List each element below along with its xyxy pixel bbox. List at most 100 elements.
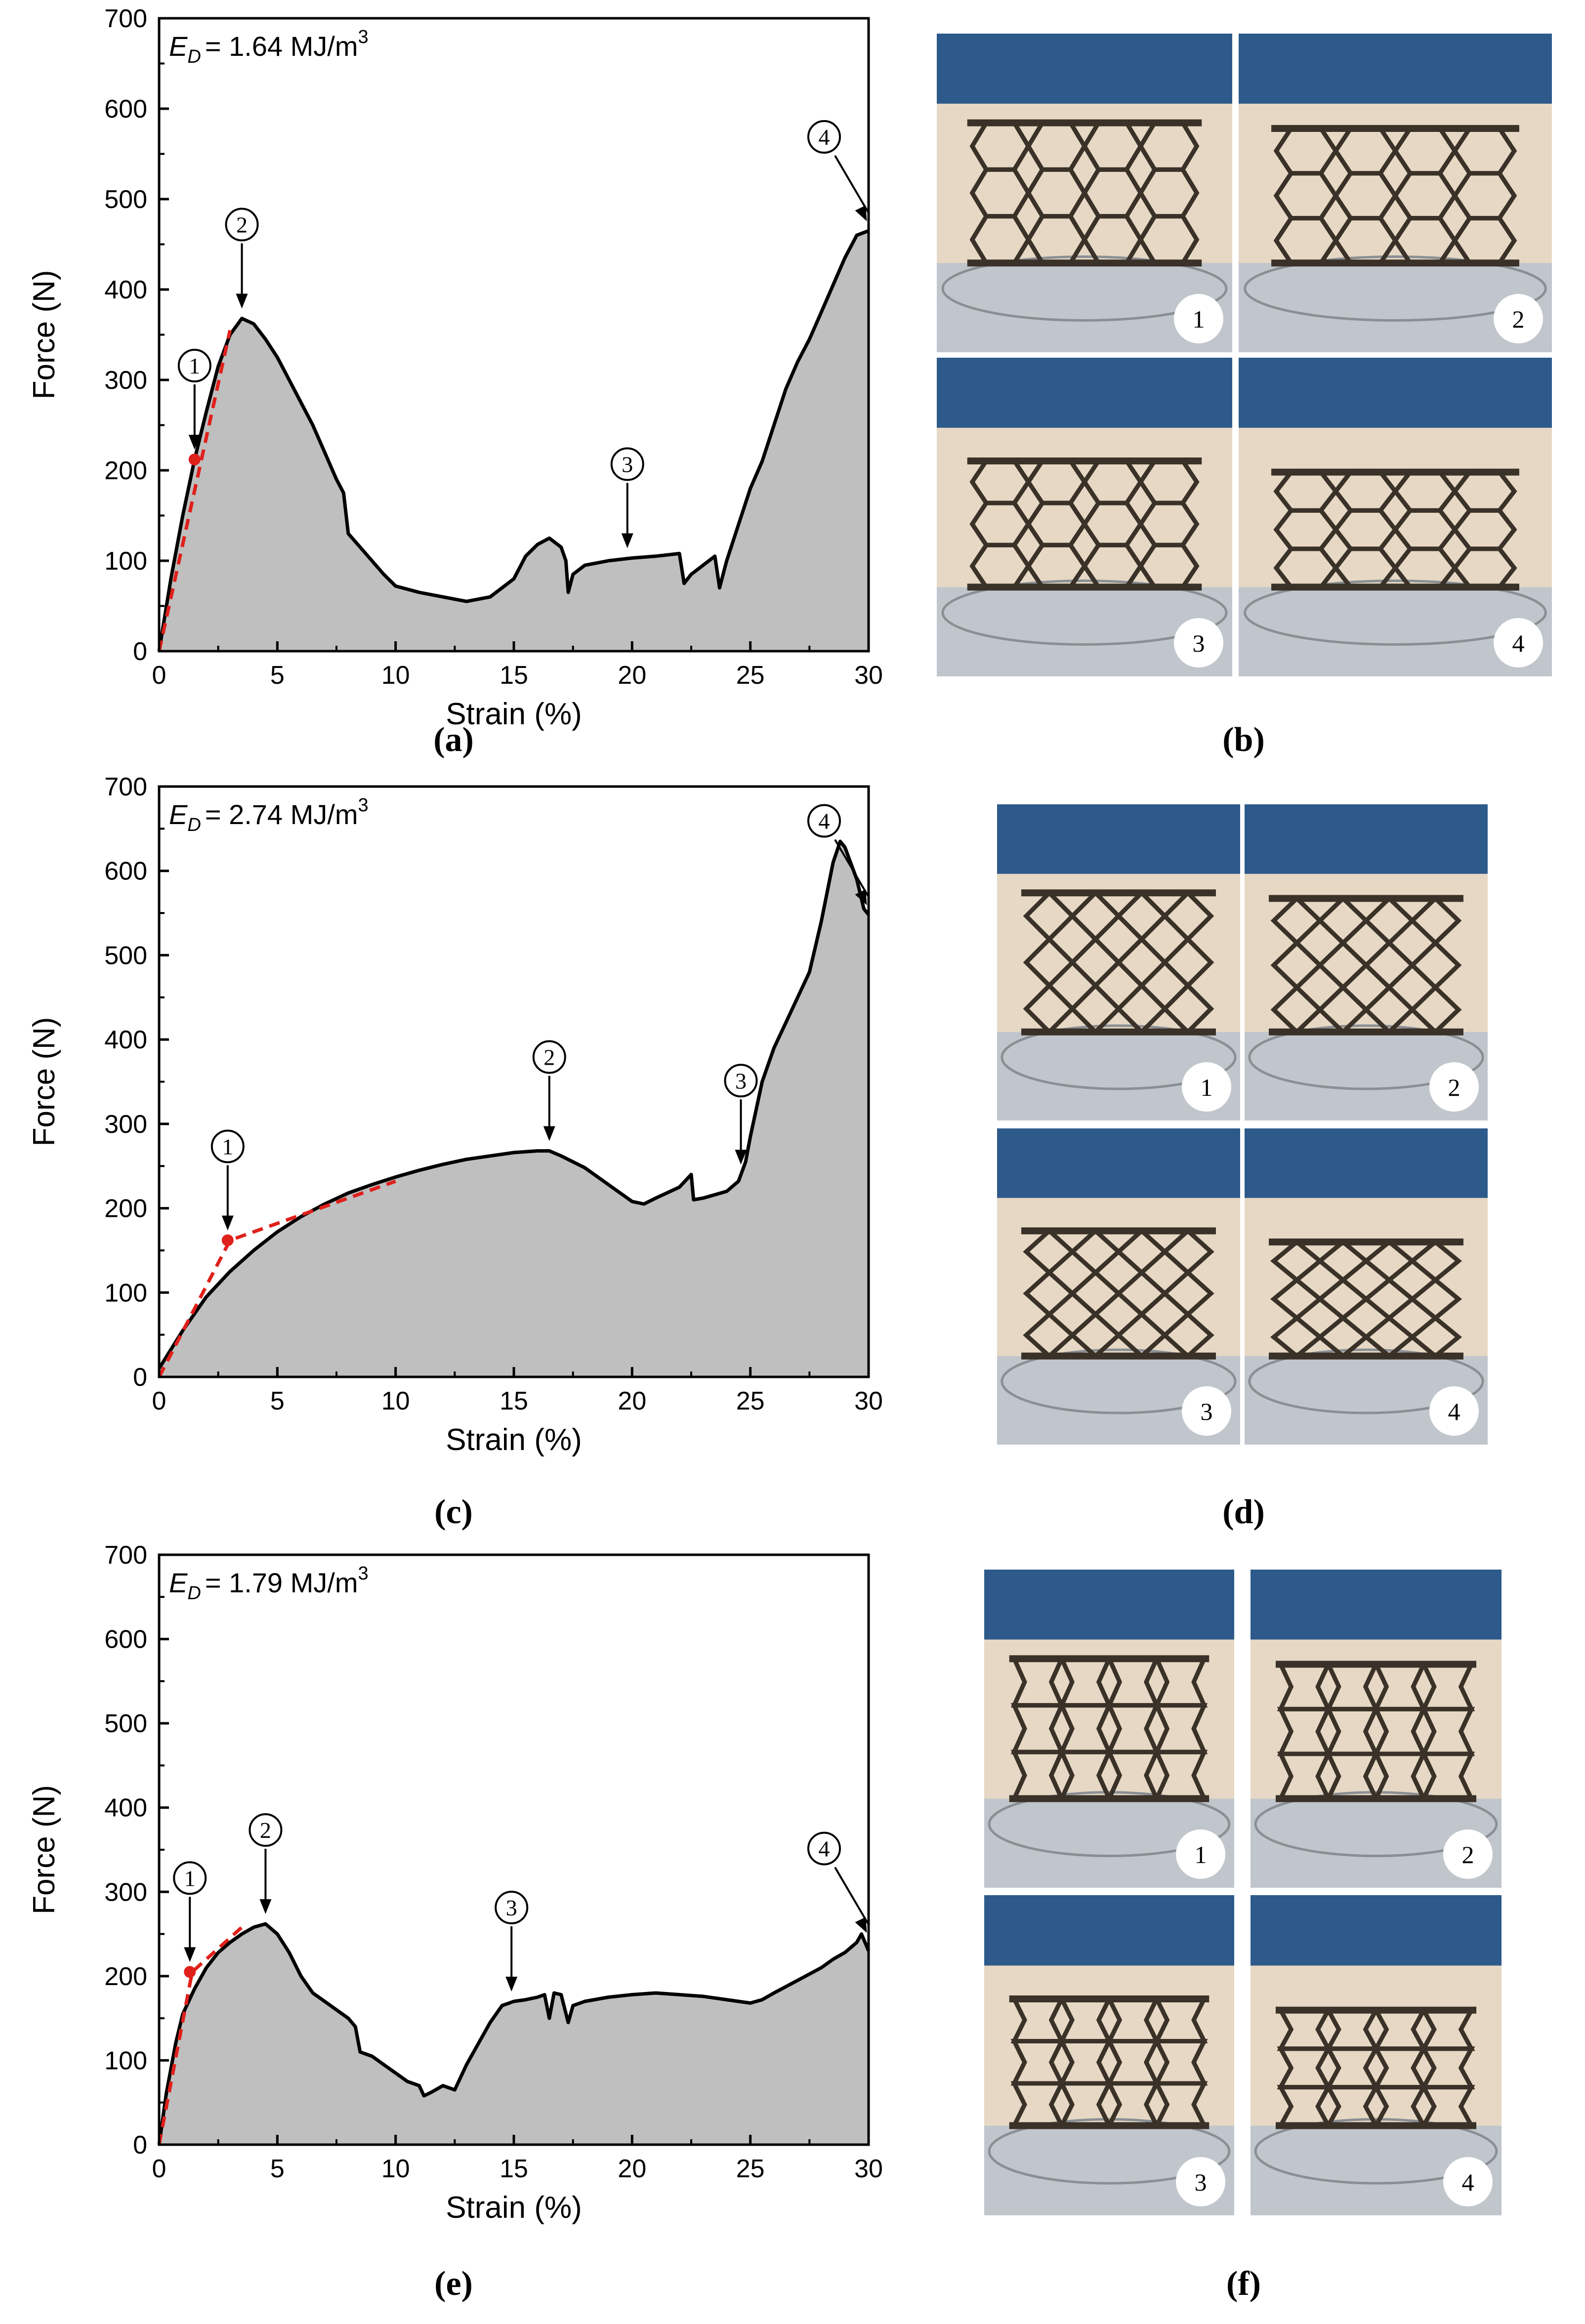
photo-number-badge <box>1443 2157 1493 2206</box>
unit-cell <box>1153 1749 1208 1801</box>
y-tick-label: 100 <box>104 2046 147 2075</box>
marker-number: 1 <box>189 353 200 378</box>
photo-number-badge <box>1494 618 1543 667</box>
x-tick-label: 20 <box>618 1387 646 1415</box>
specimen-structure <box>1275 1660 1477 1802</box>
base-plate-ring <box>1254 2118 1498 2185</box>
marker-arrow-head <box>621 533 633 548</box>
fit-point <box>221 1234 234 1246</box>
platen-top <box>997 1128 1240 1198</box>
photo-number: 4 <box>1448 1398 1460 1425</box>
marker-number: 4 <box>819 808 830 833</box>
unit-cell <box>1023 982 1076 1036</box>
specimen-structure <box>1271 468 1519 591</box>
y-tick-label: 400 <box>104 1026 147 1054</box>
photo-number: 1 <box>1195 1841 1207 1868</box>
photo-number-badge <box>1176 2157 1225 2206</box>
annotation-value: = 1.64 MJ/m <box>205 31 358 62</box>
unit-cell <box>1419 2085 1475 2128</box>
unit-cell <box>1316 1315 1370 1359</box>
y-tick-label: 700 <box>104 4 147 33</box>
unit-cell <box>1069 982 1122 1036</box>
base-plate-ring <box>1248 1348 1484 1414</box>
x-tick-label: 0 <box>152 661 167 690</box>
specimen-structure <box>1269 895 1463 1036</box>
annotation-value: = 1.79 MJ/m <box>205 1567 358 1598</box>
fit-line <box>157 1926 243 2145</box>
unit-cell <box>1452 546 1517 589</box>
specimen-structure <box>1021 889 1216 1036</box>
photo-number-badge <box>1182 1386 1231 1436</box>
marker-number: 2 <box>543 1044 555 1070</box>
chart-c: 0 5 10 15 20 25 300100200300400500600700Strain… <box>27 773 883 1457</box>
x-tick-label: 5 <box>270 1387 285 1415</box>
y-tick-label: 200 <box>104 456 147 485</box>
marker-number: 4 <box>819 1836 830 1862</box>
base-plate-ring <box>1244 255 1547 322</box>
photo-frame-4: 4 <box>1251 1895 1502 2215</box>
photo-number-badge <box>1429 1386 1479 1436</box>
unit-cell <box>1025 542 1087 589</box>
base-plate-ring <box>941 255 1228 322</box>
photo-frame-1: 1 <box>997 804 1240 1120</box>
specimen-structure <box>967 457 1202 591</box>
photo-frame-2: 2 <box>1251 1570 1502 1888</box>
base-plate-ring <box>1254 1791 1498 1858</box>
unit-cell <box>1270 984 1324 1036</box>
photo-number-badge <box>1174 618 1223 667</box>
marker-4: 4 <box>807 804 870 906</box>
energy-annotation: ED = 1.79 MJ/m3 <box>169 1563 369 1604</box>
area-fill <box>159 1924 869 2145</box>
platen-top <box>937 34 1232 104</box>
marker-arrow-head <box>259 1899 272 1914</box>
y-tick-label: 600 <box>104 95 147 124</box>
annotation-symbol: E <box>169 1567 188 1598</box>
force-curve <box>157 1922 871 2145</box>
panel-labels-layer: (a) (b) (c) (d) (e) (f) <box>433 721 1265 2303</box>
unit-cell <box>1317 984 1370 1036</box>
photo-panel-d: 1 2 3 4 <box>997 804 1488 1445</box>
marker-1: 1 <box>173 1861 207 1962</box>
marker-3: 3 <box>495 1891 529 1992</box>
energy-annotation: ED = 2.74 MJ/m3 <box>169 795 369 835</box>
platen-top <box>984 1895 1234 1966</box>
photo-frame-4: 4 <box>1245 1128 1488 1445</box>
photo-number: 1 <box>1201 1074 1213 1101</box>
y-tick-label: 100 <box>104 547 147 576</box>
base-plate-ring <box>988 2118 1231 2185</box>
y-tick-label: 100 <box>104 1279 147 1307</box>
specimen-structure <box>1269 1238 1463 1360</box>
base-plate-ring <box>1244 580 1547 646</box>
marker-arrow-head <box>543 1126 555 1141</box>
unit-cell <box>1270 1315 1324 1359</box>
photo-number: 4 <box>1462 2168 1474 2196</box>
unit-cell <box>1273 216 1338 265</box>
panel-label-e: (e) <box>434 2265 473 2303</box>
marker-arrow-head <box>855 1917 867 1933</box>
unit-cell <box>1138 214 1200 265</box>
marker-number: 3 <box>506 1895 517 1920</box>
y-tick-label: 600 <box>104 857 147 886</box>
marker-arrow-shaft <box>834 155 870 214</box>
photo-frame-1: 1 <box>984 1570 1234 1888</box>
specimen-structure <box>1271 124 1519 267</box>
marker-circle <box>495 1891 529 1925</box>
unit-cell <box>1023 1311 1076 1359</box>
energy-annotation: ED = 1.64 MJ/m3 <box>169 27 369 67</box>
x-tick-label: 30 <box>854 661 883 690</box>
marker-1: 1 <box>177 349 211 450</box>
specimen-structure <box>967 119 1202 267</box>
marker-arrow-head <box>236 293 248 309</box>
unit-cell <box>1392 216 1458 265</box>
marker-circle <box>177 349 211 383</box>
specimen-structure <box>1021 1227 1216 1360</box>
fit-line <box>157 1179 396 1378</box>
unit-cell <box>969 542 1031 589</box>
force-curve <box>158 839 870 1370</box>
marker-circle <box>173 1861 207 1895</box>
marker-1: 1 <box>210 1129 245 1231</box>
platen-top <box>997 804 1240 874</box>
photo-number-badge <box>1176 1829 1225 1879</box>
y-tick-label: 700 <box>104 773 147 801</box>
marker-number: 2 <box>260 1818 271 1843</box>
